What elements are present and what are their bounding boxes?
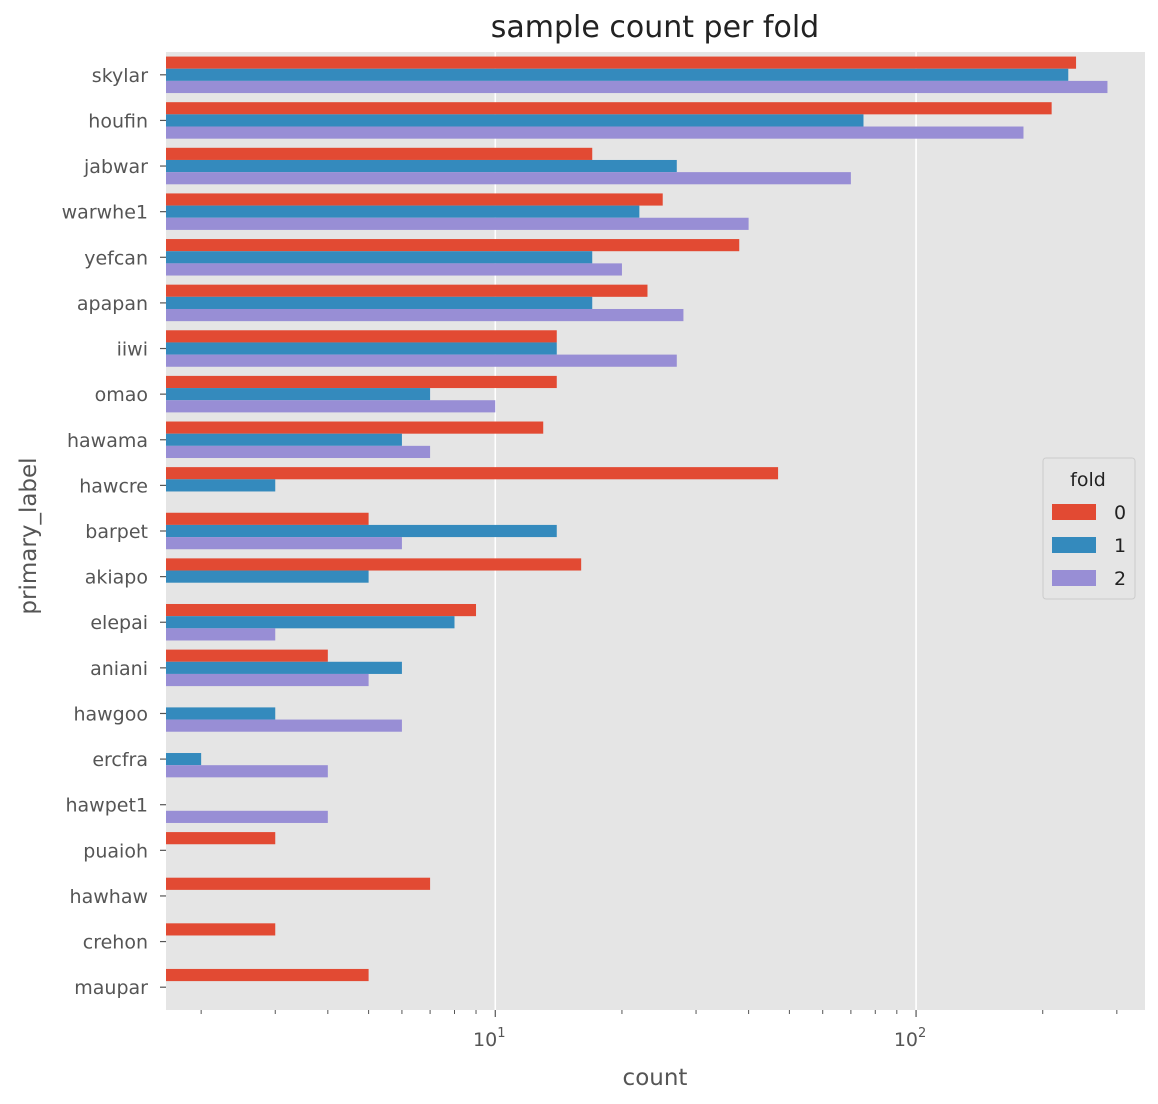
x-tick-label: 101	[473, 1026, 505, 1051]
bar-hawcre-fold-0	[166, 467, 779, 480]
y-tick-label: elepai	[90, 612, 148, 634]
bar-hawgoo-fold-1	[166, 707, 276, 720]
bars-group	[166, 56, 1108, 982]
x-axis-ticks: 101 102	[473, 1010, 926, 1051]
legend-frame	[1042, 457, 1136, 600]
y-tick-label: hawama	[67, 430, 148, 452]
legend-label-fold-1: 1	[1114, 535, 1126, 557]
legend-swatch-fold-2	[1052, 570, 1096, 586]
bar-iiwi-fold-0	[166, 330, 557, 343]
bar-ercfra-fold-1	[166, 753, 202, 766]
bar-barpet-fold-1	[166, 524, 557, 538]
bar-aniani-fold-0	[166, 649, 328, 662]
y-tick-label: hawgoo	[73, 703, 148, 725]
bar-maupar-fold-0	[166, 968, 369, 982]
x-tick-label: 102	[894, 1026, 926, 1051]
bar-hawama-fold-1	[166, 433, 402, 446]
bar-iiwi-fold-1	[166, 342, 557, 355]
y-tick-label: hawhaw	[70, 886, 148, 908]
bar-yefcan-fold-1	[166, 251, 593, 264]
bar-puaioh-fold-0	[166, 832, 276, 845]
bar-yefcan-fold-0	[166, 239, 740, 252]
y-tick-label: ercfra	[92, 749, 148, 771]
y-tick-label: omao	[95, 384, 148, 406]
legend-label-fold-2: 2	[1114, 568, 1126, 590]
legend-label-fold-0: 0	[1114, 502, 1126, 524]
bar-apapan-fold-0	[166, 284, 648, 297]
bar-hawama-fold-2	[166, 445, 431, 459]
bar-barpet-fold-2	[166, 537, 402, 550]
y-tick-label: crehon	[83, 932, 148, 954]
y-tick-label: yefcan	[84, 247, 148, 269]
bar-elepai-fold-2	[166, 628, 276, 641]
bar-houfin-fold-1	[166, 114, 864, 127]
y-tick-label: jabwar	[83, 156, 148, 178]
bar-iiwi-fold-2	[166, 354, 677, 367]
y-axis-ticks: skylar houfin jabwar warwhe1 yefcan apapan iiw…	[62, 65, 166, 999]
bar-jabwar-fold-2	[166, 172, 851, 185]
bar-hawpet1-fold-2	[166, 810, 328, 823]
bar-houfin-fold-0	[166, 102, 1052, 115]
bar-skylar-fold-2	[166, 80, 1108, 94]
bar-aniani-fold-1	[166, 661, 402, 674]
bar-hawhaw-fold-0	[166, 877, 431, 890]
bar-skylar-fold-0	[166, 56, 1077, 69]
bar-jabwar-fold-0	[166, 147, 593, 160]
y-tick-label: skylar	[92, 65, 148, 87]
x-minor-ticks	[200, 1010, 1118, 1014]
y-tick-label: apapan	[77, 293, 148, 315]
y-tick-label: houfin	[88, 110, 148, 132]
y-axis-label: primary_label	[16, 457, 42, 614]
bar-apapan-fold-2	[166, 308, 684, 322]
bar-elepai-fold-1	[166, 616, 455, 629]
y-tick-label: hawpet1	[65, 795, 148, 817]
y-tick-label: iiwi	[117, 339, 148, 361]
y-tick-label: barpet	[85, 521, 148, 543]
bar-omao-fold-2	[166, 400, 496, 413]
legend-swatch-fold-0	[1052, 504, 1096, 520]
y-tick-label: hawcre	[79, 475, 148, 497]
bar-houfin-fold-2	[166, 126, 1024, 139]
bar-warwhe1-fold-0	[166, 193, 663, 206]
bar-omao-fold-0	[166, 375, 557, 389]
y-tick-label: aniani	[90, 658, 148, 680]
bar-apapan-fold-1	[166, 296, 593, 309]
y-tick-label: maupar	[74, 977, 148, 999]
bar-skylar-fold-1	[166, 68, 1069, 81]
chart-title: sample count per fold	[491, 10, 819, 45]
bar-warwhe1-fold-2	[166, 217, 749, 230]
legend-title: fold	[1070, 469, 1106, 491]
y-tick-label: warwhe1	[62, 202, 148, 224]
bar-crehon-fold-0	[166, 923, 276, 936]
bar-akiapo-fold-1	[166, 570, 369, 583]
legend: fold 0 1 2	[1042, 457, 1136, 600]
bar-akiapo-fold-0	[166, 558, 582, 571]
bar-aniani-fold-2	[166, 673, 369, 687]
bar-elepai-fold-0	[166, 603, 477, 617]
bar-warwhe1-fold-1	[166, 205, 640, 218]
x-axis-label: count	[623, 1065, 688, 1091]
bar-hawcre-fold-1	[166, 479, 276, 492]
bar-yefcan-fold-2	[166, 263, 622, 276]
bar-barpet-fold-0	[166, 512, 369, 525]
bar-hawgoo-fold-2	[166, 719, 402, 732]
legend-swatch-fold-1	[1052, 537, 1096, 553]
bar-hawama-fold-0	[166, 421, 544, 434]
y-tick-label: akiapo	[85, 567, 148, 589]
y-tick-label: puaioh	[83, 840, 148, 862]
bar-ercfra-fold-2	[166, 765, 328, 778]
bar-omao-fold-1	[166, 388, 431, 401]
bar-jabwar-fold-1	[166, 159, 677, 173]
